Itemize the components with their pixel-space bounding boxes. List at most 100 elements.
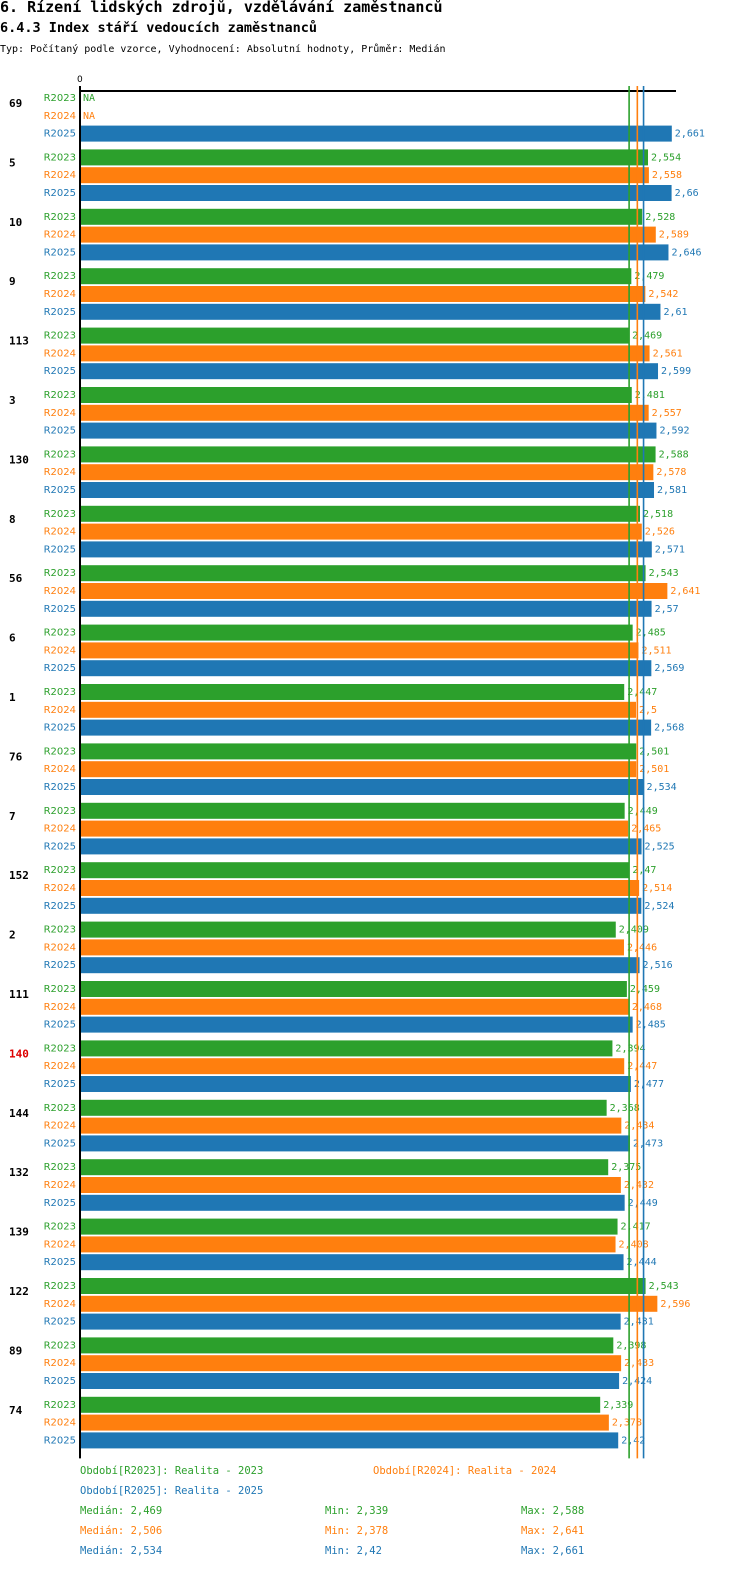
- bar: [81, 1218, 618, 1235]
- bar: [81, 446, 656, 463]
- value-label: 2,468: [632, 1002, 662, 1013]
- value-label: 2,641: [670, 586, 700, 597]
- category-label: 5: [9, 156, 16, 169]
- category-label: 7: [9, 810, 16, 823]
- chart-type-info: Typ: Počítaný podle vzorce, Vyhodnocení:…: [0, 44, 446, 55]
- series-label: R2023: [44, 1400, 76, 1411]
- series-label: R2025: [44, 1138, 76, 1149]
- legend-median: Medián: 2,534: [80, 1545, 162, 1557]
- category-label: 2: [9, 929, 16, 942]
- value-label: 2,481: [635, 390, 665, 401]
- category-label: 132: [9, 1166, 29, 1179]
- bar: [81, 268, 632, 285]
- bar: [81, 1355, 622, 1372]
- bar: [81, 981, 627, 997]
- bar: [81, 523, 642, 540]
- category-label: 140: [9, 1047, 29, 1060]
- series-label: R2024: [44, 467, 76, 478]
- value-label: 2,409: [619, 925, 649, 936]
- bar: [81, 1373, 620, 1389]
- series-label: R2025: [44, 1376, 76, 1387]
- series-label: R2025: [44, 129, 76, 140]
- category-label: 122: [9, 1285, 29, 1298]
- value-label: 2,375: [611, 1162, 641, 1173]
- series-label: R2024: [44, 705, 76, 716]
- value-label: 2,378: [612, 1418, 642, 1429]
- series-label: R2023: [44, 1162, 76, 1173]
- bar: [81, 1159, 609, 1176]
- series-label: R2023: [44, 628, 76, 639]
- series-label: R2024: [44, 883, 76, 894]
- value-label: 2,543: [649, 568, 679, 579]
- bar: [81, 167, 649, 184]
- value-label: 2,408: [619, 1239, 649, 1250]
- value-label: 2,542: [648, 289, 678, 300]
- series-label: R2025: [44, 544, 76, 555]
- series-label: R2025: [44, 723, 76, 734]
- bar: [81, 1295, 658, 1312]
- series-label: R2025: [44, 188, 76, 199]
- value-label: 2,514: [642, 883, 672, 894]
- bar: [81, 939, 624, 956]
- value-label: 2,446: [627, 942, 657, 953]
- series-label: R2024: [44, 1418, 76, 1429]
- legend-max: Max: 2,661: [521, 1545, 584, 1557]
- value-label: 2,47: [632, 865, 656, 876]
- bar: [81, 226, 656, 243]
- series-label: R2025: [44, 901, 76, 912]
- legend-median: Medián: 2,506: [80, 1525, 162, 1537]
- series-label: R2025: [44, 663, 76, 674]
- series-label: R2023: [44, 1103, 76, 1114]
- value-label: 2,459: [630, 984, 660, 995]
- bar: [81, 185, 672, 201]
- series-label: R2025: [44, 960, 76, 971]
- bar: [81, 1337, 614, 1354]
- series-label: R2024: [44, 1121, 76, 1132]
- series-label: R2024: [44, 824, 76, 835]
- value-label: 2,477: [634, 1079, 664, 1090]
- bar: [81, 957, 640, 974]
- series-label: R2025: [44, 1257, 76, 1268]
- bar: [81, 779, 644, 795]
- value-label: 2,485: [636, 628, 666, 639]
- legend-min: Min: 2,339: [325, 1505, 388, 1517]
- value-label: 2,5: [639, 705, 657, 716]
- series-label: R2024: [44, 645, 76, 656]
- bar: [81, 1076, 631, 1092]
- legend-min: Min: 2,378: [325, 1525, 388, 1537]
- series-label: R2023: [44, 1222, 76, 1233]
- series-label: R2024: [44, 1061, 76, 1072]
- value-label: 2,518: [643, 509, 673, 520]
- series-label: R2023: [44, 271, 76, 282]
- value-label: 2,431: [624, 1317, 654, 1328]
- series-label: R2023: [44, 1340, 76, 1351]
- series-label: R2024: [44, 942, 76, 953]
- value-label: 2,516: [643, 960, 673, 971]
- series-label: R2023: [44, 687, 76, 698]
- bar: [81, 1058, 625, 1075]
- series-label: R2025: [44, 1317, 76, 1328]
- bar: [81, 565, 646, 582]
- value-label: 2,543: [649, 1281, 679, 1292]
- legend-entry: Období[R2023]: Realita - 2023: [80, 1465, 263, 1477]
- series-label: R2024: [44, 586, 76, 597]
- series-label: R2024: [44, 527, 76, 538]
- value-label: 2,661: [675, 129, 705, 140]
- series-label: R2023: [44, 390, 76, 401]
- series-label: R2025: [44, 1020, 76, 1031]
- bar: [81, 921, 616, 938]
- series-label: R2023: [44, 984, 76, 995]
- series-label: R2023: [44, 568, 76, 579]
- category-label: 1: [9, 691, 16, 704]
- series-label: R2025: [44, 426, 76, 437]
- value-label: 2,599: [661, 366, 691, 377]
- value-label: 2,581: [657, 485, 687, 496]
- series-label: R2024: [44, 170, 76, 181]
- series-label: R2025: [44, 841, 76, 852]
- bar: [81, 998, 629, 1015]
- category-label: 3: [9, 394, 16, 407]
- value-label: 2,469: [632, 331, 662, 342]
- bar: [81, 1396, 601, 1413]
- category-label: 10: [9, 216, 22, 229]
- bar: [81, 600, 652, 617]
